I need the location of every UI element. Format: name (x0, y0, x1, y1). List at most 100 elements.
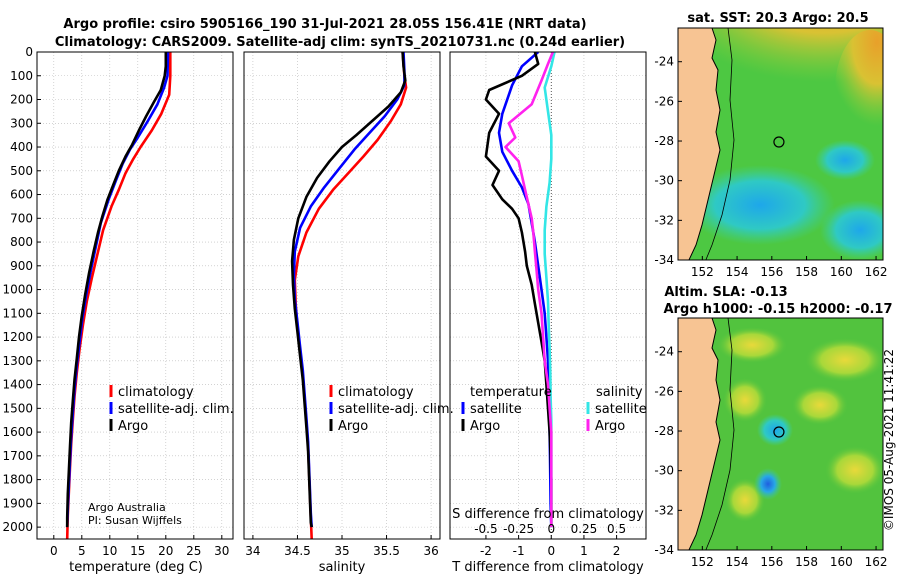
y-tick-label: 300 (10, 116, 33, 130)
y-tick-label: 500 (10, 164, 33, 178)
series-line-climatology (293, 52, 408, 539)
salinity-panel: 34 34.5 35 35.5 36 salinity climatology sate… (243, 51, 454, 575)
figure-title-line1: Argo profile: csiro 5905166_190 31-Jul-2… (63, 17, 586, 32)
series-line-climatology (65, 52, 172, 539)
legend-sal-satellite-label: satellite (595, 402, 647, 417)
x-tick-label: 34.5 (284, 544, 311, 558)
map-y-tick-label: -28 (654, 424, 674, 438)
x-tick-label: 35.5 (373, 544, 400, 558)
temperature-xlabel: temperature (deg C) (69, 560, 203, 575)
legend-climatology-label: climatology (118, 385, 194, 400)
legend-argo-label: Argo (338, 419, 368, 434)
s-difference-label: S difference from climatology (452, 507, 644, 522)
difference-lines (484, 52, 556, 528)
temperature-axes-box (36, 51, 234, 540)
sst-map-frame (677, 27, 884, 261)
sst-cool-region-east (820, 200, 883, 260)
x2-tick-label: 0 (547, 522, 555, 536)
sla-high-region-mid (792, 385, 848, 425)
imos-watermark: ©IMOS 05-Aug-2021 11:41:22 (882, 349, 896, 531)
map-x-tick-label: 162 (865, 555, 888, 569)
figure-title-line2: Climatology: CARS2009. Satellite-adj cli… (55, 35, 625, 50)
y-tick-label: 1100 (2, 306, 33, 320)
map-x-tick-label: 160 (830, 555, 853, 569)
legend-temperature-header: temperature (470, 385, 552, 400)
depth-ticks: 0 100 200 300 400 500 600 700 800 900 1000 1100 1200… (2, 45, 41, 534)
x-tick-label: 34 (245, 544, 260, 558)
legend-satellite-label: satellite-adj. clim. (338, 402, 454, 417)
map-y-tick-label: -32 (654, 503, 674, 517)
y-tick-label: 800 (10, 235, 33, 249)
x2-tick-label: -0.25 (503, 522, 534, 536)
credit-line1: Argo Australia (88, 501, 166, 514)
salinity-grid (244, 51, 440, 539)
map-x-tick-label: 152 (691, 555, 714, 569)
x2-tick-label: -0.5 (474, 522, 497, 536)
y-tick-label: 1300 (2, 354, 33, 368)
y-tick-label: 700 (10, 211, 33, 225)
legend-temp-satellite-label: satellite (470, 402, 522, 417)
difference-ticks: -2 -1 0 1 2 (480, 535, 620, 558)
x-tick-label: 5 (78, 544, 86, 558)
sst-map: sat. SST: 20.3 Argo: 20.5 152 154 156 158 16… (654, 11, 887, 279)
y-tick-label: 1400 (2, 378, 33, 392)
x-tick-label: 20 (158, 544, 173, 558)
map-x-tick-label: 154 (726, 265, 749, 279)
x-tick-label: 25 (186, 544, 201, 558)
map-x-tick-label: 158 (795, 265, 818, 279)
credit-line2: PI: Susan Wijffels (88, 514, 182, 527)
map-x-tick-label: 156 (760, 265, 783, 279)
y-tick-label: 400 (10, 140, 33, 154)
legend-argo-label: Argo (118, 419, 148, 434)
sla-high-region-se (825, 446, 883, 494)
y-tick-label: 600 (10, 188, 33, 202)
x-tick-label: 15 (130, 544, 145, 558)
y-tick-label: 1700 (2, 449, 33, 463)
t-difference-label: T difference from climatology (451, 560, 644, 575)
map-x-tick-label: 156 (760, 555, 783, 569)
sst-warm-region-east (835, 30, 883, 150)
sla-high-region-west (723, 378, 767, 422)
sla-argo-position-marker (773, 426, 785, 438)
x-tick-label: 36 (423, 544, 438, 558)
sla-low-eddy (754, 468, 782, 500)
legend-sal-argo-label: Argo (595, 419, 625, 434)
sla-shelf-contour (705, 318, 735, 550)
y-tick-label: 1600 (2, 425, 33, 439)
map-x-tick-label: 152 (691, 265, 714, 279)
x-tick-label: -1 (513, 544, 525, 558)
sla-map-title-line1: Altim. SLA: -0.13 (664, 285, 787, 300)
x2-tick-label: 0.25 (571, 522, 598, 536)
map-y-tick-label: -24 (654, 55, 674, 69)
sst-cool-region (685, 165, 835, 245)
sst-land (678, 28, 720, 260)
map-x-tick-label: 154 (726, 555, 749, 569)
sst-shelf-contour (705, 28, 735, 260)
map-y-tick-label: -30 (654, 464, 674, 478)
y-tick-label: 1000 (2, 283, 33, 297)
x-tick-label: 30 (214, 544, 229, 558)
x-tick-label: 10 (102, 544, 117, 558)
map-y-tick-label: -26 (654, 384, 674, 398)
legend-climatology-label: climatology (338, 385, 414, 400)
map-y-tick-label: -30 (654, 174, 674, 188)
difference-salinity-ticks: -0.5 -0.25 0 0.25 0.5 (474, 522, 626, 536)
series-line-argo (290, 52, 407, 528)
map-y-tick-label: -32 (654, 213, 674, 227)
salinity-xlabel: salinity (319, 560, 366, 575)
sst-cool-patch (815, 140, 875, 180)
x-tick-label: 1 (580, 544, 588, 558)
map-x-tick-label: 158 (795, 555, 818, 569)
temperature-legend: climatology satellite-adj. clim. Argo (109, 385, 234, 434)
sst-map-ticks: 152 154 156 158 160 162 -24 -26 -28 -30 -32 -34 (654, 55, 887, 279)
y-tick-label: 200 (10, 93, 33, 107)
x-tick-label: 0 (50, 544, 58, 558)
legend-salinity-header: salinity (596, 385, 643, 400)
temperature-panel: 0 5 10 15 20 25 30 0 100 200 300 400 500 600 700 800 90… (2, 45, 233, 575)
series-line-temperature-argo (484, 52, 553, 528)
map-y-tick-label: -34 (654, 543, 674, 557)
sla-map-title-line2: Argo h1000: -0.15 h2000: -0.17 (663, 302, 892, 317)
sla-map: Altim. SLA: -0.13 Argo h1000: -0.15 h200… (654, 285, 892, 569)
difference-axes-box (449, 51, 647, 540)
series-line-salinity-argo (504, 52, 555, 528)
